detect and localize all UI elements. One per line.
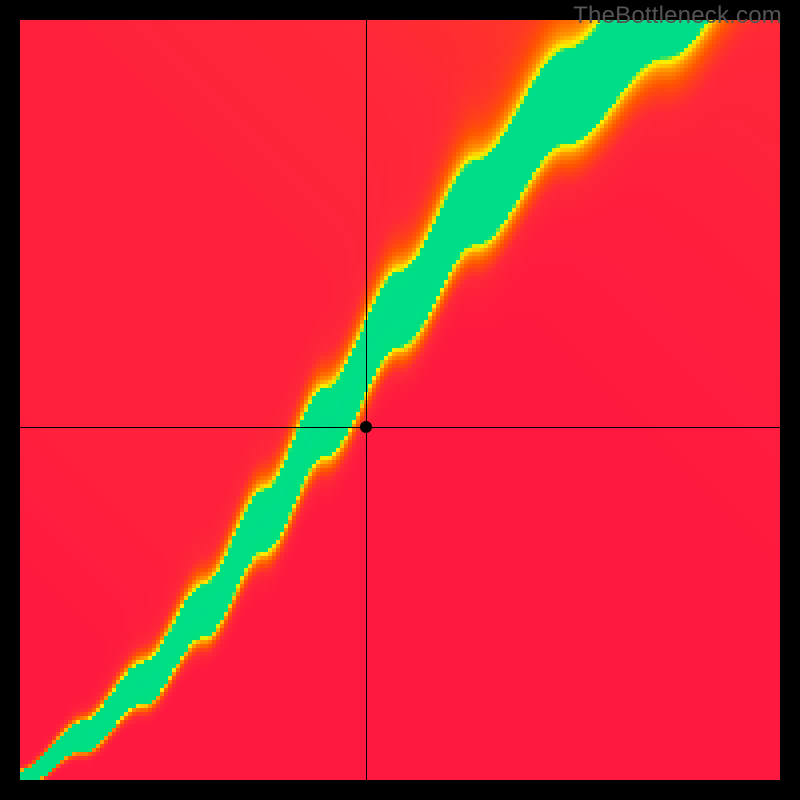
- plot-area: [20, 20, 780, 780]
- watermark-text: TheBottleneck.com: [573, 2, 782, 30]
- crosshair-vertical: [366, 20, 367, 780]
- crosshair-horizontal: [20, 427, 780, 428]
- chart-container: TheBottleneck.com: [0, 0, 800, 800]
- selected-point-marker: [360, 421, 372, 433]
- heatmap-canvas: [20, 20, 780, 780]
